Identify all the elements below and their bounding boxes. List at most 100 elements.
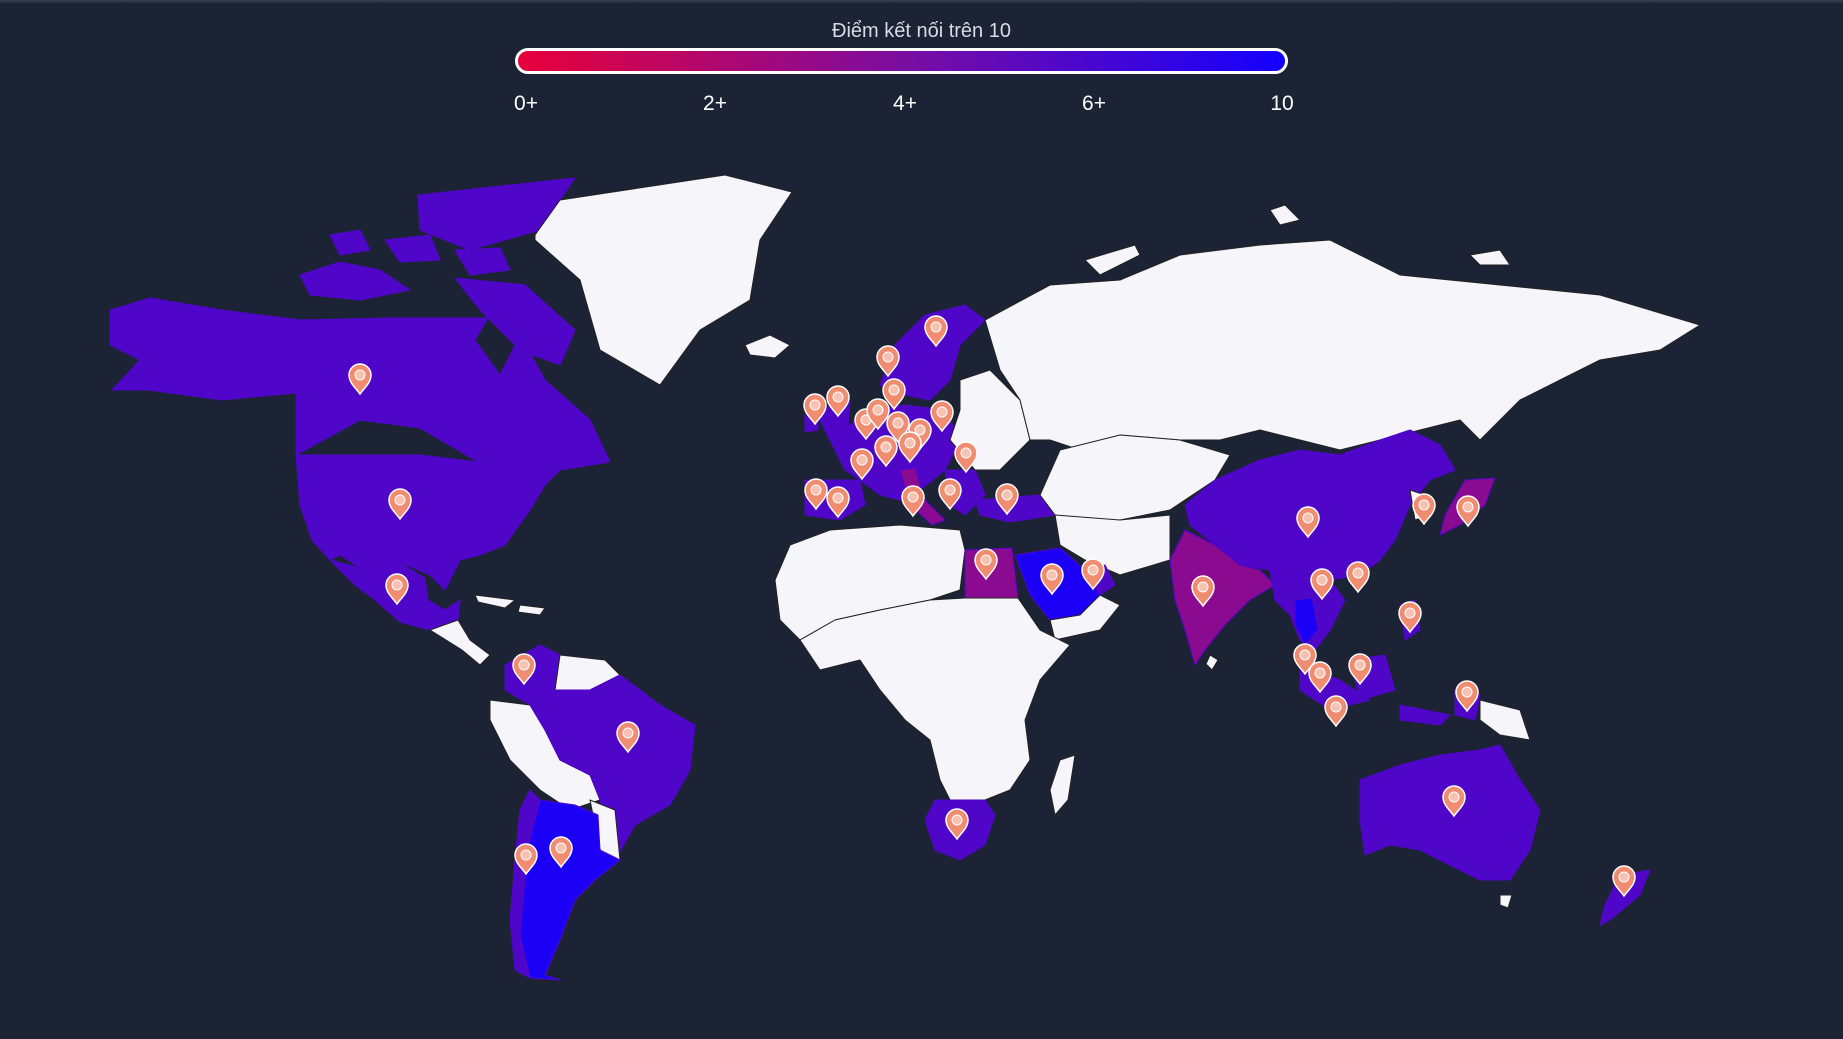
map-pin-icon[interactable] — [924, 315, 948, 348]
legend-tick-6: 6+ — [1082, 92, 1106, 115]
region-central-america[interactable] — [429, 619, 491, 666]
map-pin-icon[interactable] — [938, 478, 962, 511]
pin-dot — [1302, 512, 1314, 524]
map-pin-icon[interactable] — [898, 431, 922, 464]
map-pin-icon[interactable] — [804, 478, 828, 511]
map-pin-icon[interactable] — [1191, 575, 1215, 608]
pin-dot — [354, 369, 366, 381]
pin-dot — [1462, 501, 1474, 513]
map-pin-icon[interactable] — [826, 486, 850, 519]
pin-dot — [1448, 791, 1460, 803]
map-pin-icon[interactable] — [874, 435, 898, 468]
legend-tick-10: 10 — [1270, 92, 1294, 115]
pin-dot — [872, 404, 884, 416]
map-pin-icon[interactable] — [348, 363, 372, 396]
legend-gradient-bar — [515, 48, 1288, 74]
map-pin-icon[interactable] — [850, 448, 874, 481]
region-thailand[interactable] — [1294, 597, 1319, 646]
pin-dot — [1404, 607, 1416, 619]
region-tasmania[interactable] — [1499, 894, 1513, 909]
pin-dot — [1299, 649, 1311, 661]
region-china[interactable] — [1184, 429, 1456, 581]
map-pin-icon[interactable] — [1081, 558, 1105, 591]
map-pin-icon[interactable] — [1412, 493, 1436, 526]
map-pin-icon[interactable] — [514, 843, 538, 876]
map-pin-icon[interactable] — [901, 485, 925, 518]
pin-dot — [980, 554, 992, 566]
legend-title: Điểm kết nối trên 10 — [832, 20, 1011, 42]
map-pin-icon[interactable] — [930, 400, 954, 433]
region-canada-arctic[interactable] — [417, 177, 576, 251]
pin-dot — [520, 849, 532, 861]
region-indonesia[interactable] — [1299, 654, 1481, 726]
map-pin-icon[interactable] — [1612, 865, 1636, 898]
map-pin-icon[interactable] — [385, 573, 409, 606]
map-pin-icon[interactable] — [876, 345, 900, 378]
map-pin-icon[interactable] — [974, 548, 998, 581]
region-greenland[interactable] — [534, 174, 793, 386]
pin-dot — [622, 727, 634, 739]
region-sri-lanka[interactable] — [1205, 654, 1219, 671]
pin-dot — [809, 399, 821, 411]
legend-tick-2: 2+ — [703, 92, 727, 115]
pin-dot — [832, 391, 844, 403]
map-pin-icon[interactable] — [826, 385, 850, 418]
region-madagascar[interactable] — [1049, 754, 1076, 816]
map-pin-icon[interactable] — [945, 808, 969, 841]
region-russia-islands[interactable] — [1084, 204, 1511, 276]
map-pin-icon[interactable] — [954, 441, 978, 474]
region-papua[interactable] — [1479, 699, 1531, 741]
map-pin-icon[interactable] — [549, 836, 573, 869]
map-pin-icon[interactable] — [1398, 601, 1422, 634]
map-pin-icon[interactable] — [882, 378, 906, 411]
region-caribbean[interactable] — [474, 594, 546, 616]
region-new-zealand[interactable] — [1599, 869, 1651, 926]
pin-dot — [892, 417, 904, 429]
region-chile[interactable] — [509, 789, 541, 979]
map-pin-icon[interactable] — [1346, 561, 1370, 594]
region-iran-afghanistan[interactable] — [1054, 514, 1171, 576]
map-pin-icon[interactable] — [1348, 653, 1372, 686]
map-pin-icon[interactable] — [803, 393, 827, 426]
map-pin-icon[interactable] — [388, 488, 412, 521]
map-pin-icon[interactable] — [512, 653, 536, 686]
region-baffin[interactable] — [454, 277, 576, 366]
region-central-asia[interactable] — [1039, 434, 1231, 521]
map-pin-icon[interactable] — [1040, 563, 1064, 596]
map-pin-icon[interactable] — [995, 483, 1019, 516]
map-pin-icon[interactable] — [1310, 568, 1334, 601]
pin-dot — [1330, 701, 1342, 713]
map-pin-icon[interactable] — [616, 721, 640, 754]
pin-dot — [1197, 581, 1209, 593]
pin-dot — [832, 492, 844, 504]
pin-dot — [856, 454, 868, 466]
pin-dot — [904, 437, 916, 449]
pin-dot — [951, 814, 963, 826]
region-australia[interactable] — [1359, 744, 1541, 881]
region-iceland[interactable] — [744, 334, 791, 359]
map-pin-icon[interactable] — [1456, 495, 1480, 528]
region-russia[interactable] — [984, 239, 1701, 451]
pin-dot — [907, 491, 919, 503]
map-pin-icon[interactable] — [1296, 506, 1320, 539]
legend-tick-4: 4+ — [893, 92, 917, 115]
pin-dot — [1352, 567, 1364, 579]
pin-dot — [1314, 667, 1326, 679]
pin-dot — [914, 424, 926, 436]
region-central-africa[interactable] — [799, 597, 1071, 811]
map-pin-icon[interactable] — [1455, 680, 1479, 713]
region-united-states[interactable] — [295, 451, 561, 591]
map-pin-icon[interactable] — [1308, 661, 1332, 694]
pin-dot — [1618, 871, 1630, 883]
region-scandinavia[interactable] — [879, 304, 986, 401]
map-pin-icon[interactable] — [1324, 695, 1348, 728]
pin-dot — [888, 384, 900, 396]
map-pin-icon[interactable] — [1442, 785, 1466, 818]
pin-dot — [930, 321, 942, 333]
region-canada-islands[interactable] — [299, 229, 511, 301]
region-brazil[interactable] — [529, 674, 696, 861]
map-pin-icon[interactable] — [866, 398, 890, 431]
region-turkey[interactable] — [974, 494, 1056, 523]
pin-dot — [518, 659, 530, 671]
